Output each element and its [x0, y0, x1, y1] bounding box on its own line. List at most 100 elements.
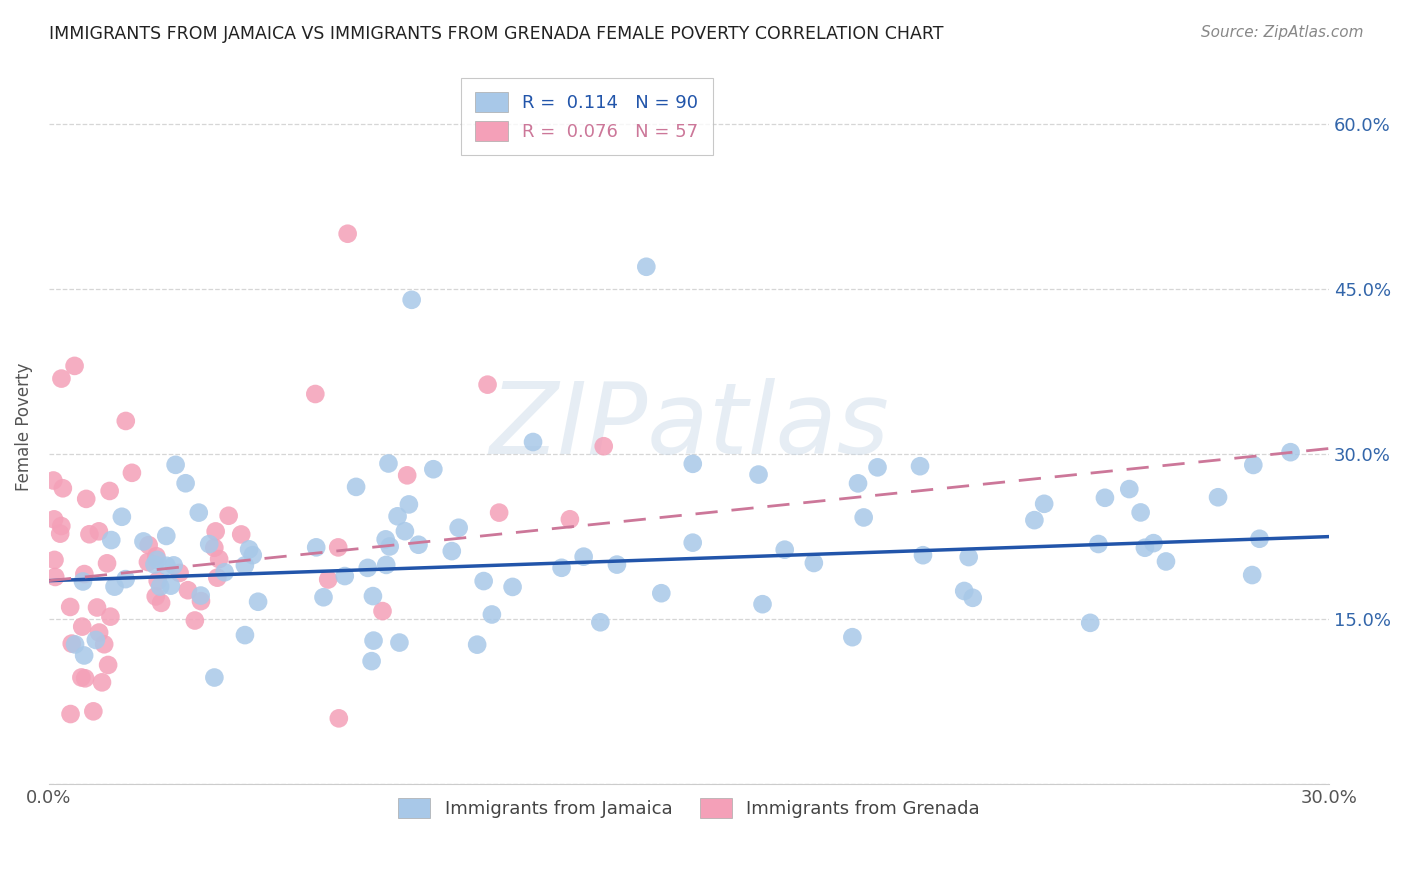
Point [336, 227, 359, 241]
Point [136, 555, 159, 569]
Point [1133, 541, 1156, 555]
Point [75, 491, 97, 506]
Point [242, 548, 264, 562]
Point [70, 619, 93, 633]
Point [1033, 497, 1056, 511]
Point [63, 637, 86, 651]
Point [238, 542, 260, 557]
Point [374, 533, 396, 547]
Point [169, 566, 191, 580]
Point [202, 541, 225, 555]
Point [312, 591, 335, 605]
Point [42, 474, 65, 488]
Point [70, 670, 93, 684]
Text: IMMIGRANTS FROM JAMAICA VS IMMIGRANTS FROM GRENADA FEMALE POVERTY CORRELATION CH: IMMIGRANTS FROM JAMAICA VS IMMIGRANTS FR… [49, 25, 943, 43]
Point [422, 462, 444, 476]
Point [911, 548, 934, 562]
Point [190, 594, 212, 608]
Point [396, 468, 419, 483]
Text: ZIPatlas: ZIPatlas [489, 378, 889, 475]
Point [155, 558, 177, 573]
Point [51, 371, 73, 385]
Point [1241, 568, 1264, 582]
Point [59, 706, 82, 721]
Point [328, 541, 350, 555]
Point [73, 648, 96, 663]
Point [103, 580, 125, 594]
Point [502, 580, 524, 594]
Point [908, 459, 931, 474]
Point [247, 595, 270, 609]
Point [408, 538, 430, 552]
Point [371, 604, 394, 618]
Point [465, 638, 488, 652]
Point [344, 480, 367, 494]
Point [398, 497, 420, 511]
Point [401, 293, 423, 307]
Point [204, 524, 226, 539]
Point [650, 586, 672, 600]
Point [1094, 491, 1116, 505]
Point [866, 460, 889, 475]
Point [387, 509, 409, 524]
Point [84, 632, 107, 647]
Point [93, 637, 115, 651]
Point [375, 558, 398, 572]
Point [73, 567, 96, 582]
Point [63, 359, 86, 373]
Point [138, 538, 160, 552]
Point [86, 600, 108, 615]
Point [159, 579, 181, 593]
Point [149, 580, 172, 594]
Point [96, 557, 118, 571]
Point [132, 534, 155, 549]
Point [49, 526, 72, 541]
Point [82, 704, 104, 718]
Point [187, 506, 209, 520]
Point [87, 524, 110, 539]
Point [233, 558, 256, 573]
Point [1142, 536, 1164, 550]
Point [165, 458, 187, 472]
Point [89, 625, 111, 640]
Point [75, 671, 97, 685]
Point [114, 414, 136, 428]
Point [91, 675, 114, 690]
Point [477, 377, 499, 392]
Point [361, 589, 384, 603]
Point [231, 527, 253, 541]
Point [304, 387, 326, 401]
Point [146, 574, 169, 588]
Point [962, 591, 984, 605]
Point [589, 615, 612, 630]
Point [1154, 554, 1177, 568]
Point [208, 552, 231, 566]
Point [42, 512, 65, 526]
Point [145, 549, 167, 564]
Point [146, 553, 169, 567]
Point [44, 570, 66, 584]
Point [363, 633, 385, 648]
Point [214, 566, 236, 580]
Point [550, 561, 572, 575]
Point [1241, 458, 1264, 472]
Point [218, 508, 240, 523]
Point [150, 596, 173, 610]
Point [953, 584, 976, 599]
Point [606, 558, 628, 572]
Point [143, 558, 166, 572]
Point [114, 572, 136, 586]
Point [394, 524, 416, 538]
Point [751, 597, 773, 611]
Point [852, 510, 875, 524]
Point [1087, 537, 1109, 551]
Point [481, 607, 503, 622]
Point [60, 637, 83, 651]
Point [682, 457, 704, 471]
Point [233, 628, 256, 642]
Point [198, 537, 221, 551]
Point [841, 630, 863, 644]
Point [52, 481, 75, 495]
Point [316, 573, 339, 587]
Point [636, 260, 658, 274]
